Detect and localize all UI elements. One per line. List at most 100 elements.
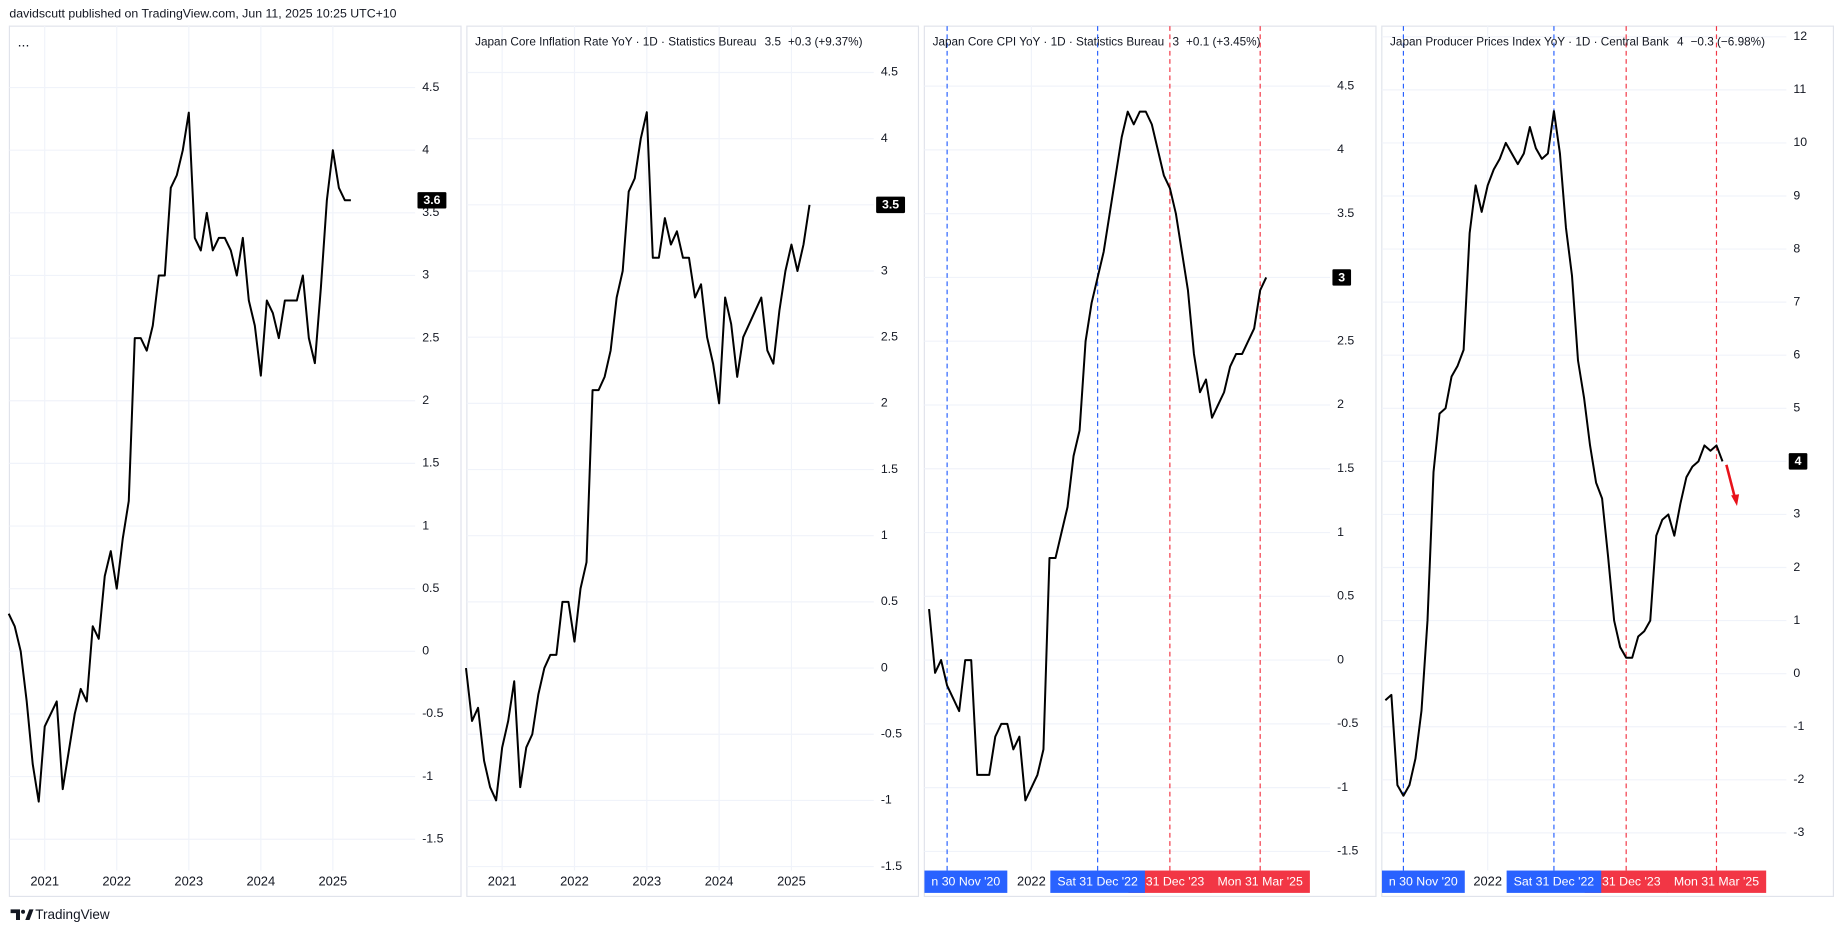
- x-tick-label: 2022: [1473, 874, 1502, 889]
- y-tick-label: 8: [1793, 241, 1800, 255]
- date-marker-box: [924, 870, 1008, 893]
- date-marker-box: [1128, 870, 1212, 893]
- logo-mark: [10, 909, 20, 920]
- y-tick-label: 3.5: [422, 205, 439, 219]
- date-marker-label: Mon 31 Mar '25: [1674, 875, 1759, 889]
- y-tick-label: 6: [1793, 347, 1800, 361]
- y-tick-label: 2: [1337, 397, 1344, 411]
- y-tick-label: 0: [422, 644, 429, 658]
- pane-legend-title: Japan Core Inflation Rate YoY · 1D · Sta…: [475, 36, 756, 49]
- pane-legend-change: −0.3 (−6.98%): [1691, 36, 1766, 49]
- y-tick-label: 1.5: [1337, 461, 1354, 475]
- y-tick-label: 1: [881, 528, 888, 542]
- y-tick-label: 1: [1337, 525, 1344, 539]
- date-marker-box: [1506, 870, 1602, 893]
- y-tick-label: 3: [881, 263, 888, 277]
- y-tick-label: 10: [1793, 135, 1807, 149]
- last-value-label: 3: [1338, 270, 1345, 284]
- y-tick-label: -0.5: [1337, 716, 1358, 730]
- date-marker-label: Sat 31 Dec '22: [1514, 875, 1595, 889]
- last-value-tag: [1788, 453, 1808, 470]
- y-tick-label: -1: [881, 793, 892, 807]
- x-tick-label: 2021: [488, 874, 517, 889]
- price-line: [928, 110, 1268, 802]
- pane-legend-change: +0.1 (+3.45%): [1186, 36, 1261, 49]
- date-marker-box: [1210, 870, 1310, 893]
- logo-dot: [21, 909, 26, 914]
- price-line: [7, 111, 351, 803]
- date-marker-label: n 30 Nov '20: [931, 875, 1000, 889]
- pane-frame: [8, 25, 462, 898]
- date-marker-label: n 31 Dec '23: [1135, 875, 1204, 889]
- date-marker-box: [1666, 870, 1767, 893]
- x-tick-label: 2024: [246, 874, 275, 889]
- y-tick-label: 5: [1793, 401, 1800, 415]
- y-tick-label: 3: [422, 268, 429, 282]
- pane-legend-value: 3: [1172, 36, 1179, 49]
- date-marker-label: n 30 Nov '20: [1389, 875, 1458, 889]
- y-tick-label: 1: [1793, 613, 1800, 627]
- y-tick-label: -0.5: [881, 726, 902, 740]
- trend-arrow: [1725, 464, 1740, 506]
- y-tick-label: -2: [1793, 772, 1804, 786]
- x-tick-label: 2023: [174, 874, 203, 889]
- date-marker-box: [1050, 870, 1145, 893]
- y-tick-label: 2: [881, 396, 888, 410]
- y-tick-label: 4.5: [881, 65, 898, 79]
- y-tick-label: -1: [1793, 719, 1804, 733]
- arrow-shaft: [1725, 464, 1737, 500]
- x-tick-label: 2025: [777, 874, 806, 889]
- x-tick-label: 2022: [102, 874, 131, 889]
- y-tick-label: 12: [1793, 29, 1807, 43]
- y-tick-label: -1: [422, 769, 433, 783]
- y-tick-label: -0.5: [422, 706, 443, 720]
- y-tick-label: 3.5: [1337, 206, 1354, 220]
- y-tick-label: 4: [881, 131, 888, 145]
- last-value-label: 3.6: [423, 193, 440, 207]
- pane-legend-value: 4: [1677, 36, 1684, 49]
- y-tick-label: 0: [1337, 652, 1344, 666]
- last-value-tag: [876, 196, 906, 214]
- y-tick-label: -1.5: [1337, 844, 1358, 858]
- last-value-tag: [1332, 269, 1352, 286]
- pane-legend-value: 3.5: [765, 36, 782, 49]
- y-tick-label: 3: [1793, 507, 1800, 521]
- tradingview-logo: [10, 909, 34, 920]
- pane-legend-change: +0.3 (+9.37%): [788, 36, 863, 49]
- x-tick-label: 2025: [318, 874, 347, 889]
- y-tick-label: 2.5: [422, 330, 439, 344]
- pane-frame: [923, 25, 1377, 898]
- price-line: [1384, 110, 1724, 797]
- y-tick-label: 4: [1337, 142, 1344, 156]
- y-tick-label: 4.5: [1337, 78, 1354, 92]
- pane-legend-title: Japan Producer Prices Index YoY · 1D · C…: [1390, 36, 1669, 49]
- footer-brand: TradingView: [35, 907, 110, 922]
- date-marker-box: [1381, 870, 1465, 893]
- last-value-label: 3.5: [882, 198, 899, 212]
- x-tick-label: 2022: [560, 874, 589, 889]
- arrow-head: [1731, 494, 1740, 506]
- x-tick-label: 2024: [705, 874, 734, 889]
- y-tick-label: 0.5: [1337, 589, 1354, 603]
- y-tick-label: -1.5: [422, 831, 443, 845]
- y-tick-label: 9: [1793, 188, 1800, 202]
- y-tick-label: 1: [422, 518, 429, 532]
- y-tick-label: 4.5: [422, 80, 439, 94]
- y-tick-label: -1.5: [881, 859, 902, 873]
- x-tick-label: 2021: [30, 874, 59, 889]
- y-tick-label: 0: [1793, 666, 1800, 680]
- logo-slash: [25, 909, 34, 920]
- y-tick-label: 2: [422, 393, 429, 407]
- y-tick-label: 1.5: [881, 462, 898, 476]
- y-tick-label: 4: [422, 142, 429, 156]
- y-tick-label: 11: [1793, 82, 1806, 96]
- x-tick-label: 2022: [1017, 874, 1046, 889]
- last-value-tag: [417, 192, 447, 209]
- pane-legend-title: ...: [18, 33, 30, 49]
- pane-legend-title: Japan Core CPI YoY · 1D · Statistics Bur…: [933, 36, 1165, 49]
- y-tick-label: 7: [1793, 294, 1800, 308]
- y-tick-label: 0.5: [422, 581, 439, 595]
- price-line: [465, 111, 811, 802]
